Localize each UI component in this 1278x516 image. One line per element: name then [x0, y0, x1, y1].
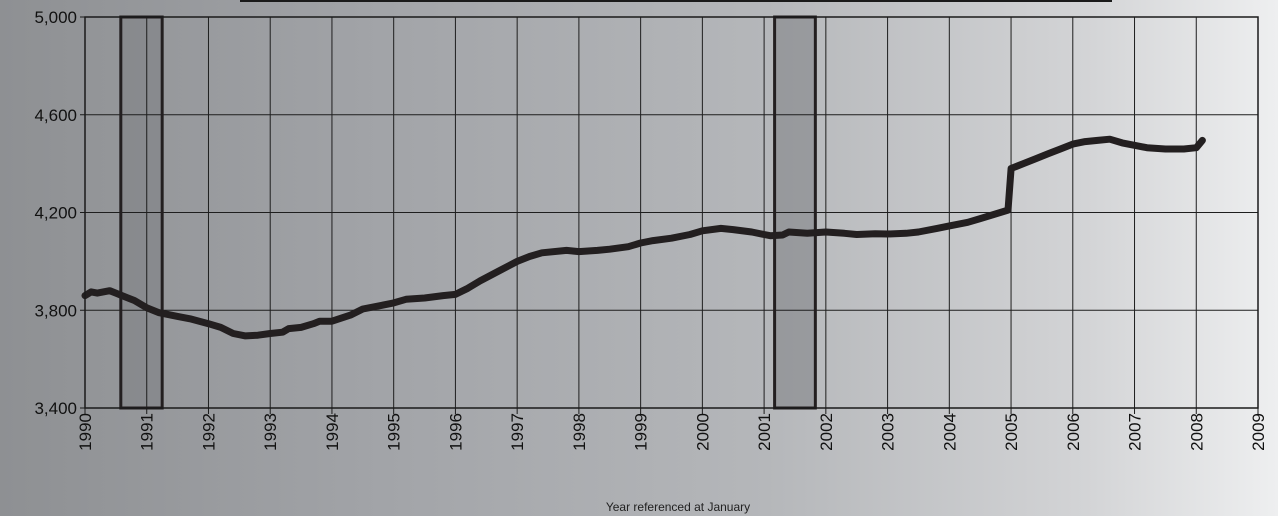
x-tick-label: 2007	[1126, 413, 1145, 451]
x-tick-label: 1990	[76, 413, 95, 451]
x-tick-label: 1999	[632, 413, 651, 451]
x-tick-label: 1996	[446, 413, 465, 451]
series-lines	[81, 135, 1206, 340]
plot-frame	[80, 16, 1259, 414]
x-tick-label: 2005	[1002, 413, 1021, 451]
x-tick-label: 1995	[385, 413, 404, 451]
gridlines	[84, 16, 1259, 409]
y-tick-label: 3,800	[34, 301, 77, 320]
x-tick-label: 1991	[138, 413, 157, 451]
x-tick-label: 1992	[199, 413, 218, 451]
x-tick-label: 2001	[755, 413, 774, 451]
x-tick-label: 2000	[693, 413, 712, 451]
x-tick-label: 2003	[879, 413, 898, 451]
x-tick-label: 1993	[261, 413, 280, 451]
x-axis-label: Year referenced at January	[606, 500, 750, 514]
x-tick-label: 2004	[940, 413, 959, 451]
x-axis-ticks: 1990 1991 1992 1993 1994 1995 1996 1997 1998 1999…	[76, 413, 1268, 451]
x-tick-label: 1997	[508, 413, 527, 451]
y-tick-label: 5,000	[34, 8, 77, 27]
x-tick-label: 2002	[817, 413, 836, 451]
x-tick-label: 2008	[1187, 413, 1206, 451]
series-line-0	[81, 135, 1206, 340]
x-tick-label: 2009	[1249, 413, 1268, 451]
y-axis-ticks: 3,400 3,800 4,200 4,600 5,000	[34, 8, 77, 418]
y-tick-label: 4,200	[34, 204, 77, 223]
y-tick-label: 4,600	[34, 106, 77, 125]
x-tick-label: 2006	[1064, 413, 1083, 451]
x-tick-label: 1998	[570, 413, 589, 451]
x-tick-label: 1994	[323, 413, 342, 451]
y-tick-label: 3,400	[34, 399, 77, 418]
